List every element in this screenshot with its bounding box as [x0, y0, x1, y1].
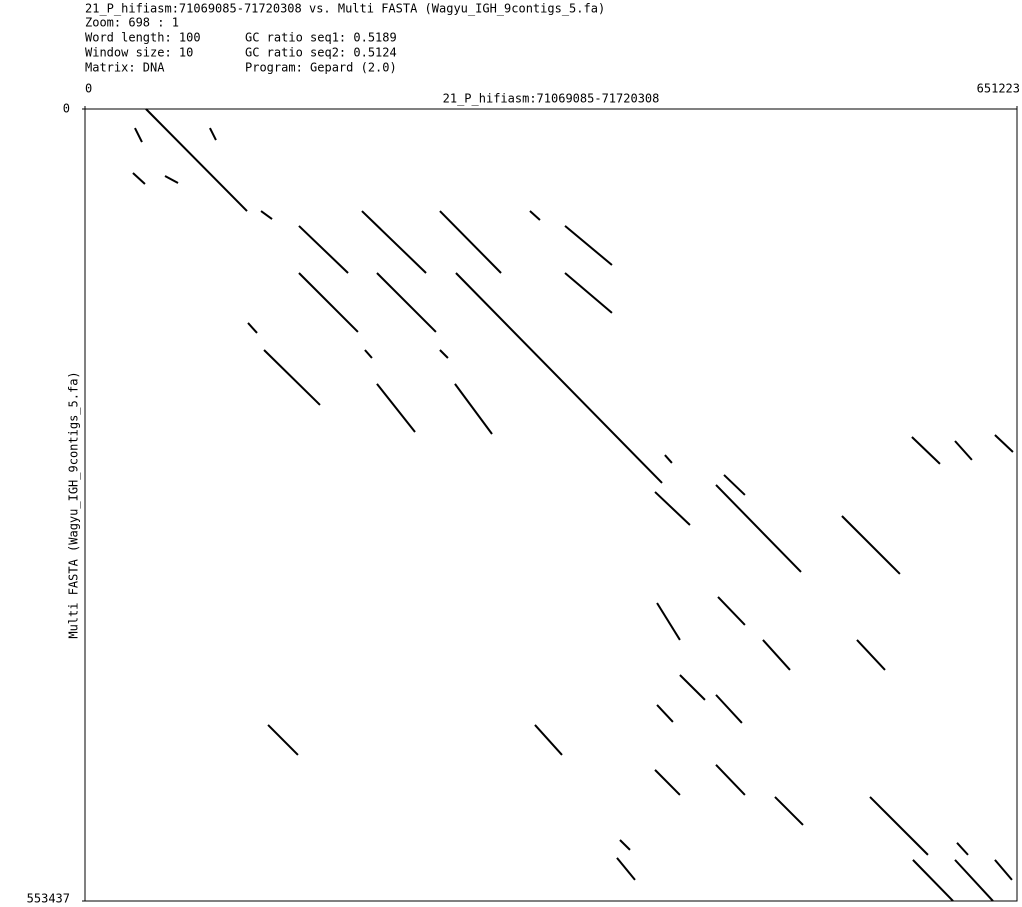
match-segment — [679, 674, 706, 701]
match-segment — [298, 225, 349, 274]
match-segment — [247, 322, 258, 334]
match-segment — [664, 454, 673, 464]
match-segment — [134, 127, 143, 143]
match-segment — [564, 225, 613, 266]
match-segment — [841, 515, 901, 575]
info-line: Window size: 10 — [85, 46, 193, 60]
match-segment — [534, 724, 563, 756]
match-segment — [439, 349, 449, 359]
match-segment — [717, 596, 746, 626]
match-segment — [656, 602, 681, 641]
match-segment — [654, 769, 681, 796]
y-tick-label: 0 — [63, 102, 70, 116]
match-segment — [856, 639, 886, 671]
plot-frame — [84, 108, 1018, 902]
match-segment — [455, 272, 663, 484]
y-tick-label: 553437 — [27, 892, 70, 906]
match-segment — [361, 210, 427, 274]
match-segment — [715, 694, 743, 724]
info-line: Matrix: DNA — [85, 61, 165, 75]
match-segment — [454, 383, 493, 435]
match-segment — [376, 383, 416, 433]
match-segment — [145, 108, 248, 212]
match-segment — [954, 859, 994, 902]
match-segment — [263, 349, 321, 406]
match-segment — [912, 859, 954, 902]
y-axis-label: Multi FASTA (Wagyu_IGH_9contigs_5.fa) — [67, 371, 81, 638]
match-segment — [376, 272, 437, 333]
match-segment — [774, 796, 804, 826]
match-segment — [956, 842, 969, 856]
match-segment — [260, 210, 273, 220]
match-segment — [267, 724, 299, 756]
x-tick-label: 651223 — [977, 82, 1020, 96]
match-segment — [364, 349, 373, 359]
match-segment — [298, 272, 359, 333]
match-segment — [616, 857, 636, 881]
info-line: Zoom: 698 : 1 — [85, 16, 179, 30]
match-segment — [911, 436, 941, 465]
info-line: Program: Gepard (2.0) — [245, 61, 397, 75]
x-tick-label: 0 — [85, 82, 92, 96]
match-segment — [723, 474, 746, 496]
match-segment — [439, 210, 502, 274]
x-axis-label: 21_P_hifiasm:71069085-71720308 — [443, 92, 660, 106]
match-segment — [132, 172, 146, 185]
match-segment — [715, 484, 802, 573]
match-segment — [564, 272, 613, 314]
match-segment — [715, 764, 746, 796]
match-segment — [619, 839, 631, 851]
info-line: GC ratio seq1: 0.5189 — [245, 31, 397, 45]
match-segment — [762, 639, 791, 671]
match-segment — [209, 127, 217, 141]
info-line: Word length: 100 — [85, 31, 201, 45]
match-segment — [164, 175, 179, 184]
match-segment — [994, 434, 1014, 453]
match-segment — [654, 491, 691, 526]
match-segment — [656, 704, 674, 723]
chart-title: 21_P_hifiasm:71069085-71720308 vs. Multi… — [85, 2, 605, 16]
match-segment — [994, 859, 1013, 881]
match-segment — [529, 210, 541, 221]
match-segment — [954, 440, 973, 461]
match-segment — [869, 796, 929, 856]
info-line: GC ratio seq2: 0.5124 — [245, 46, 397, 60]
